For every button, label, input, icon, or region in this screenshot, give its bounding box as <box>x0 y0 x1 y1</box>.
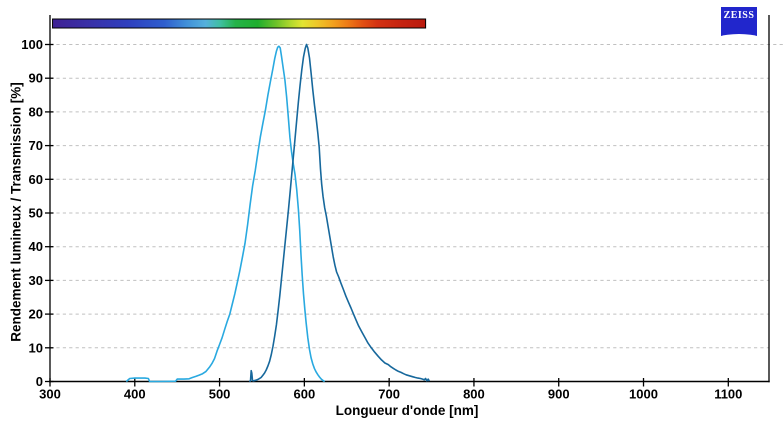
y-tick-label: 40 <box>29 239 43 254</box>
excitation-spectrum-curve <box>125 45 326 383</box>
y-tick-label: 20 <box>29 307 43 322</box>
y-tick-label: 50 <box>29 206 43 221</box>
zeiss-logo-text: ZEISS <box>723 10 755 21</box>
y-tick-label: 60 <box>29 172 43 187</box>
y-tick-label: 100 <box>21 37 43 52</box>
y-axis-label: Rendement lumineux / Transmission [%] <box>8 82 24 342</box>
y-tick-label: 30 <box>29 273 43 288</box>
zeiss-logo: ZEISS <box>721 7 757 42</box>
x-tick-label: 1100 <box>714 387 742 402</box>
x-tick-label: 600 <box>294 387 316 402</box>
y-tick-label: 0 <box>36 374 43 389</box>
x-tick-label: 700 <box>378 387 400 402</box>
y-tick-label: 70 <box>29 138 43 153</box>
emission-spectrum-curve <box>248 43 431 383</box>
x-tick-label: 1000 <box>629 387 658 402</box>
x-tick-label: 500 <box>209 387 231 402</box>
x-tick-label: 900 <box>548 387 570 402</box>
x-axis-label: Longueur d'onde [nm] <box>335 403 479 418</box>
x-tick-label: 300 <box>39 387 61 402</box>
x-tick-label: 800 <box>463 387 485 402</box>
y-tick-label: 90 <box>29 71 43 86</box>
x-tick-label: 400 <box>124 387 146 402</box>
visible-spectrum-bar <box>52 18 427 29</box>
y-tick-label: 10 <box>29 340 43 355</box>
y-tick-label: 80 <box>29 104 43 119</box>
